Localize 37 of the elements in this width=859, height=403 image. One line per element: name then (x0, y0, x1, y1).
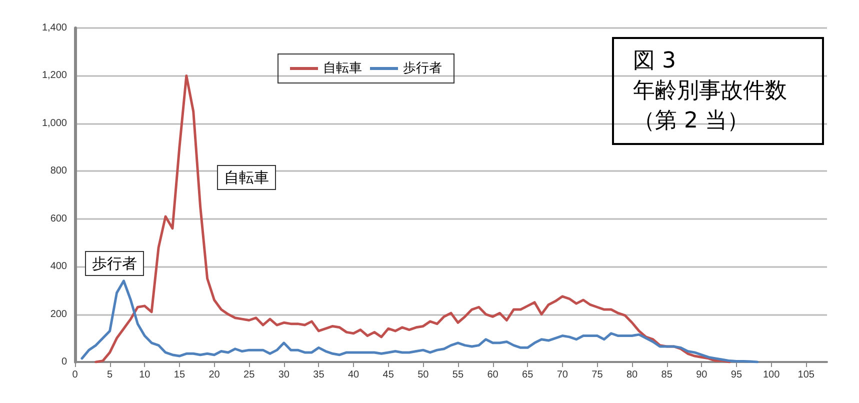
line-series (80, 280, 759, 364)
x-tick-label: 40 (348, 370, 360, 380)
x-tick-label: 90 (696, 370, 708, 380)
x-tick-label: 85 (661, 370, 673, 380)
text: 図 3 (633, 48, 676, 74)
x-tick-label: 100 (762, 370, 780, 380)
text: 年齢別事故件数（第 2 当） (633, 78, 787, 134)
x-tick-label: 65 (522, 370, 534, 380)
legend-label: 自転車 (323, 61, 362, 76)
x-tick-label: 35 (313, 370, 325, 380)
y-tick-label: 800 (50, 166, 68, 177)
x-tick-label: 95 (730, 370, 742, 380)
annotation: 自転車 (224, 168, 269, 186)
x-tick-label: 0 (72, 370, 78, 380)
x-tick-label: 50 (418, 370, 430, 380)
y-tick-label: 0 (61, 356, 68, 368)
x-tick-label: 10 (139, 370, 151, 380)
x-tick-label: 80 (626, 370, 638, 380)
x-tick-label: 70 (556, 370, 568, 380)
x-tick-label: 25 (244, 370, 256, 380)
x-tick-label: 60 (487, 370, 499, 380)
y-tick-label: 200 (50, 308, 68, 320)
x-tick-label: 30 (278, 370, 290, 380)
x-tick-label: 15 (174, 370, 186, 380)
y-tick-label: 1,400 (42, 22, 68, 34)
x-tick-label: 75 (592, 370, 604, 380)
y-tick-label: 400 (50, 261, 68, 272)
x-tick-label: 45 (382, 370, 394, 380)
x-tick-label: 105 (798, 370, 815, 380)
y-tick-label: 600 (50, 213, 68, 224)
y-tick-label: 1,200 (42, 70, 68, 82)
x-tick-label: 20 (208, 370, 220, 380)
x-tick-label: 5 (107, 370, 114, 380)
annotation: 歩行者 (92, 254, 137, 272)
x-tick-label: 55 (452, 370, 464, 380)
y-tick-label: 1,000 (42, 118, 68, 129)
legend-label: 歩行者 (403, 61, 442, 76)
